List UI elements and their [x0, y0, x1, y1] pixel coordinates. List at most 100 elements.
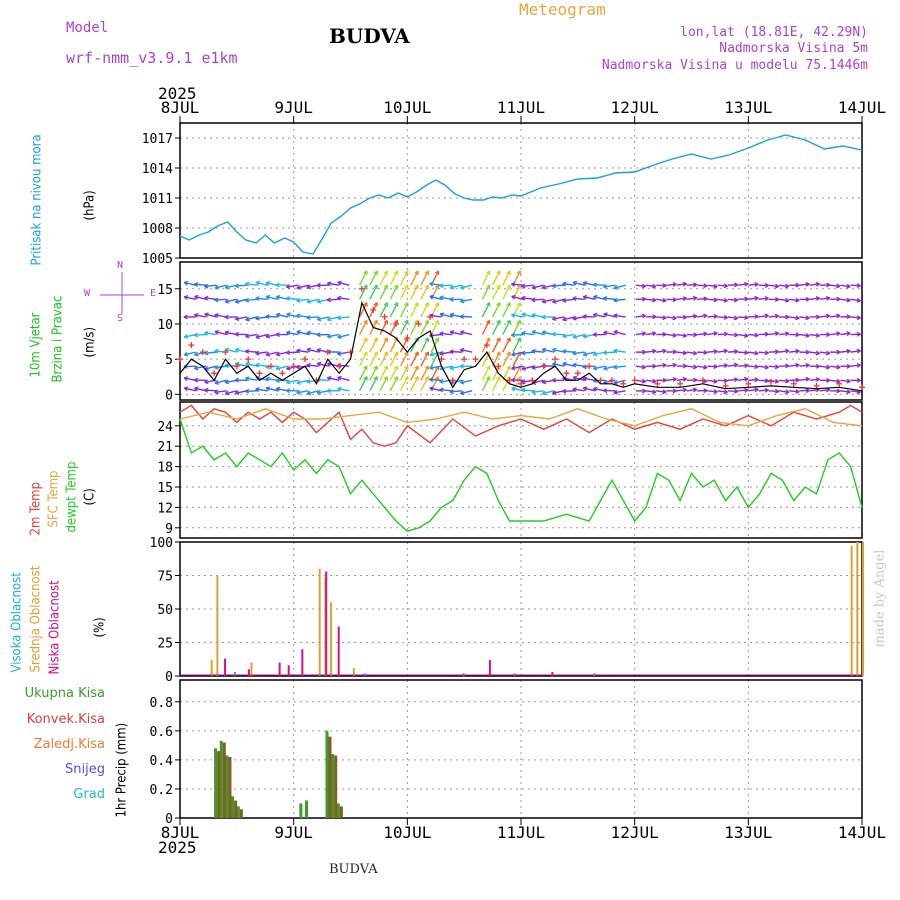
wind-arrow-head — [373, 376, 378, 380]
wind-arrow-head — [652, 283, 657, 288]
wind-arrow — [235, 298, 248, 303]
wind-arrow — [389, 337, 399, 353]
wind-arrow — [265, 282, 278, 286]
wind-arrow-head — [785, 314, 790, 318]
wind-arrow-head — [592, 380, 597, 383]
wind-arrow-head — [693, 282, 698, 286]
wind-arrow-head — [485, 337, 490, 341]
wind-arrow-head — [337, 297, 342, 301]
wind-arrow — [583, 387, 596, 392]
ytick-label: 75 — [157, 570, 173, 585]
wind-arrow — [850, 390, 861, 393]
wind-arrow — [317, 362, 330, 367]
model-label: Model — [66, 20, 109, 36]
wind-arrow — [358, 337, 368, 353]
wind-arrow-head — [531, 331, 536, 335]
wind-arrow-head — [815, 296, 820, 299]
wind-arrow — [449, 390, 462, 393]
temp-line-2 — [179, 418, 863, 532]
wind-arrow-head — [424, 284, 429, 288]
wind-arrow — [635, 365, 646, 369]
precip-bar — [219, 741, 223, 818]
wind-arrow-head — [275, 388, 280, 392]
wind-arrow-head — [662, 283, 667, 287]
wind-arrow-head — [592, 284, 597, 288]
wind-arrow-head — [682, 363, 687, 367]
wind-arrow-head — [713, 283, 718, 288]
wind-arrow-head — [795, 362, 800, 366]
wind-arrow — [521, 332, 534, 336]
cloud-bar — [325, 571, 328, 676]
wind-arrow-head — [424, 365, 429, 369]
wind-arrow — [572, 351, 585, 355]
wind-arrow — [439, 388, 452, 392]
wind-arrow — [778, 298, 790, 302]
wind-arrow-head — [286, 313, 290, 318]
wind-arrow-head — [795, 348, 800, 352]
wind-arrow-head — [234, 379, 239, 383]
wind-arrow — [389, 376, 399, 392]
wind-arrow — [389, 270, 399, 286]
wind-arrow — [840, 350, 851, 353]
wind-arrow-head — [764, 387, 769, 391]
wind-arrow — [337, 351, 350, 355]
wind-arrow-head — [460, 331, 464, 335]
wind-arrow-head — [805, 315, 810, 319]
wind-arrow-head — [572, 352, 577, 356]
wind-arrow — [758, 379, 769, 382]
wind-arrow — [429, 295, 442, 300]
wind-arrow-head — [296, 300, 301, 303]
wind-arrow-head — [506, 270, 511, 274]
wind-arrow — [582, 282, 596, 286]
wind-arrow-head — [613, 287, 618, 290]
wind-arrow — [717, 390, 728, 394]
precip-bar — [331, 754, 335, 818]
precip-bar — [217, 751, 221, 818]
wind-arrow-head — [434, 319, 439, 324]
wind-arrow — [450, 331, 463, 336]
wind-arrow-head — [327, 363, 331, 367]
wind-arrow — [717, 284, 728, 287]
pressure-ylabel: Pritisak na nivou mora — [29, 134, 45, 266]
wind-arrow-head — [414, 270, 419, 274]
wind-arrow — [429, 314, 442, 318]
wind-arrow-head — [234, 333, 239, 337]
wind-arrow — [439, 284, 452, 287]
wind-arrow-head — [496, 376, 501, 380]
wind-arrow-head — [511, 387, 515, 392]
wind-arrow — [337, 297, 350, 301]
wind-arrow-head — [516, 337, 521, 341]
wind-arrow-head — [255, 364, 260, 368]
wind-arrow — [439, 313, 452, 318]
year-bottom: 2025 — [158, 838, 197, 857]
wind-arrow-head — [204, 297, 209, 301]
wind-arrow-head — [723, 297, 728, 302]
wind-arrow — [369, 365, 378, 381]
wind-arrow-head — [296, 382, 301, 385]
wind-arrow-head — [784, 348, 790, 352]
wind-arrow — [481, 270, 491, 286]
wind-arrow-head — [306, 332, 311, 336]
wind-arrow-head — [439, 388, 444, 393]
wind-arrow — [337, 376, 350, 381]
wind-arrow-head — [224, 365, 229, 369]
wind-arrow-head — [373, 365, 378, 369]
wind-arrow — [420, 270, 429, 286]
wind-arrow — [542, 298, 555, 303]
wind-arrow-head — [582, 315, 587, 320]
wind-arrow-head — [642, 378, 647, 383]
wind-arrow — [389, 351, 399, 367]
wind-arrow-head — [672, 362, 677, 366]
wind-arrow — [204, 351, 217, 354]
wind-arrow-head — [521, 389, 526, 393]
wind-arrow — [707, 298, 718, 301]
wind-arrow-head — [703, 364, 708, 369]
wind-arrow — [809, 388, 820, 392]
wind-arrow — [531, 284, 544, 289]
precip-legend-grad: Grad — [73, 787, 105, 802]
compass-n: N — [117, 260, 124, 271]
wind-arrow-head — [856, 362, 861, 366]
wind-arrow-head — [496, 351, 501, 355]
wind-arrow — [552, 284, 565, 287]
wind-arrow — [224, 348, 237, 353]
